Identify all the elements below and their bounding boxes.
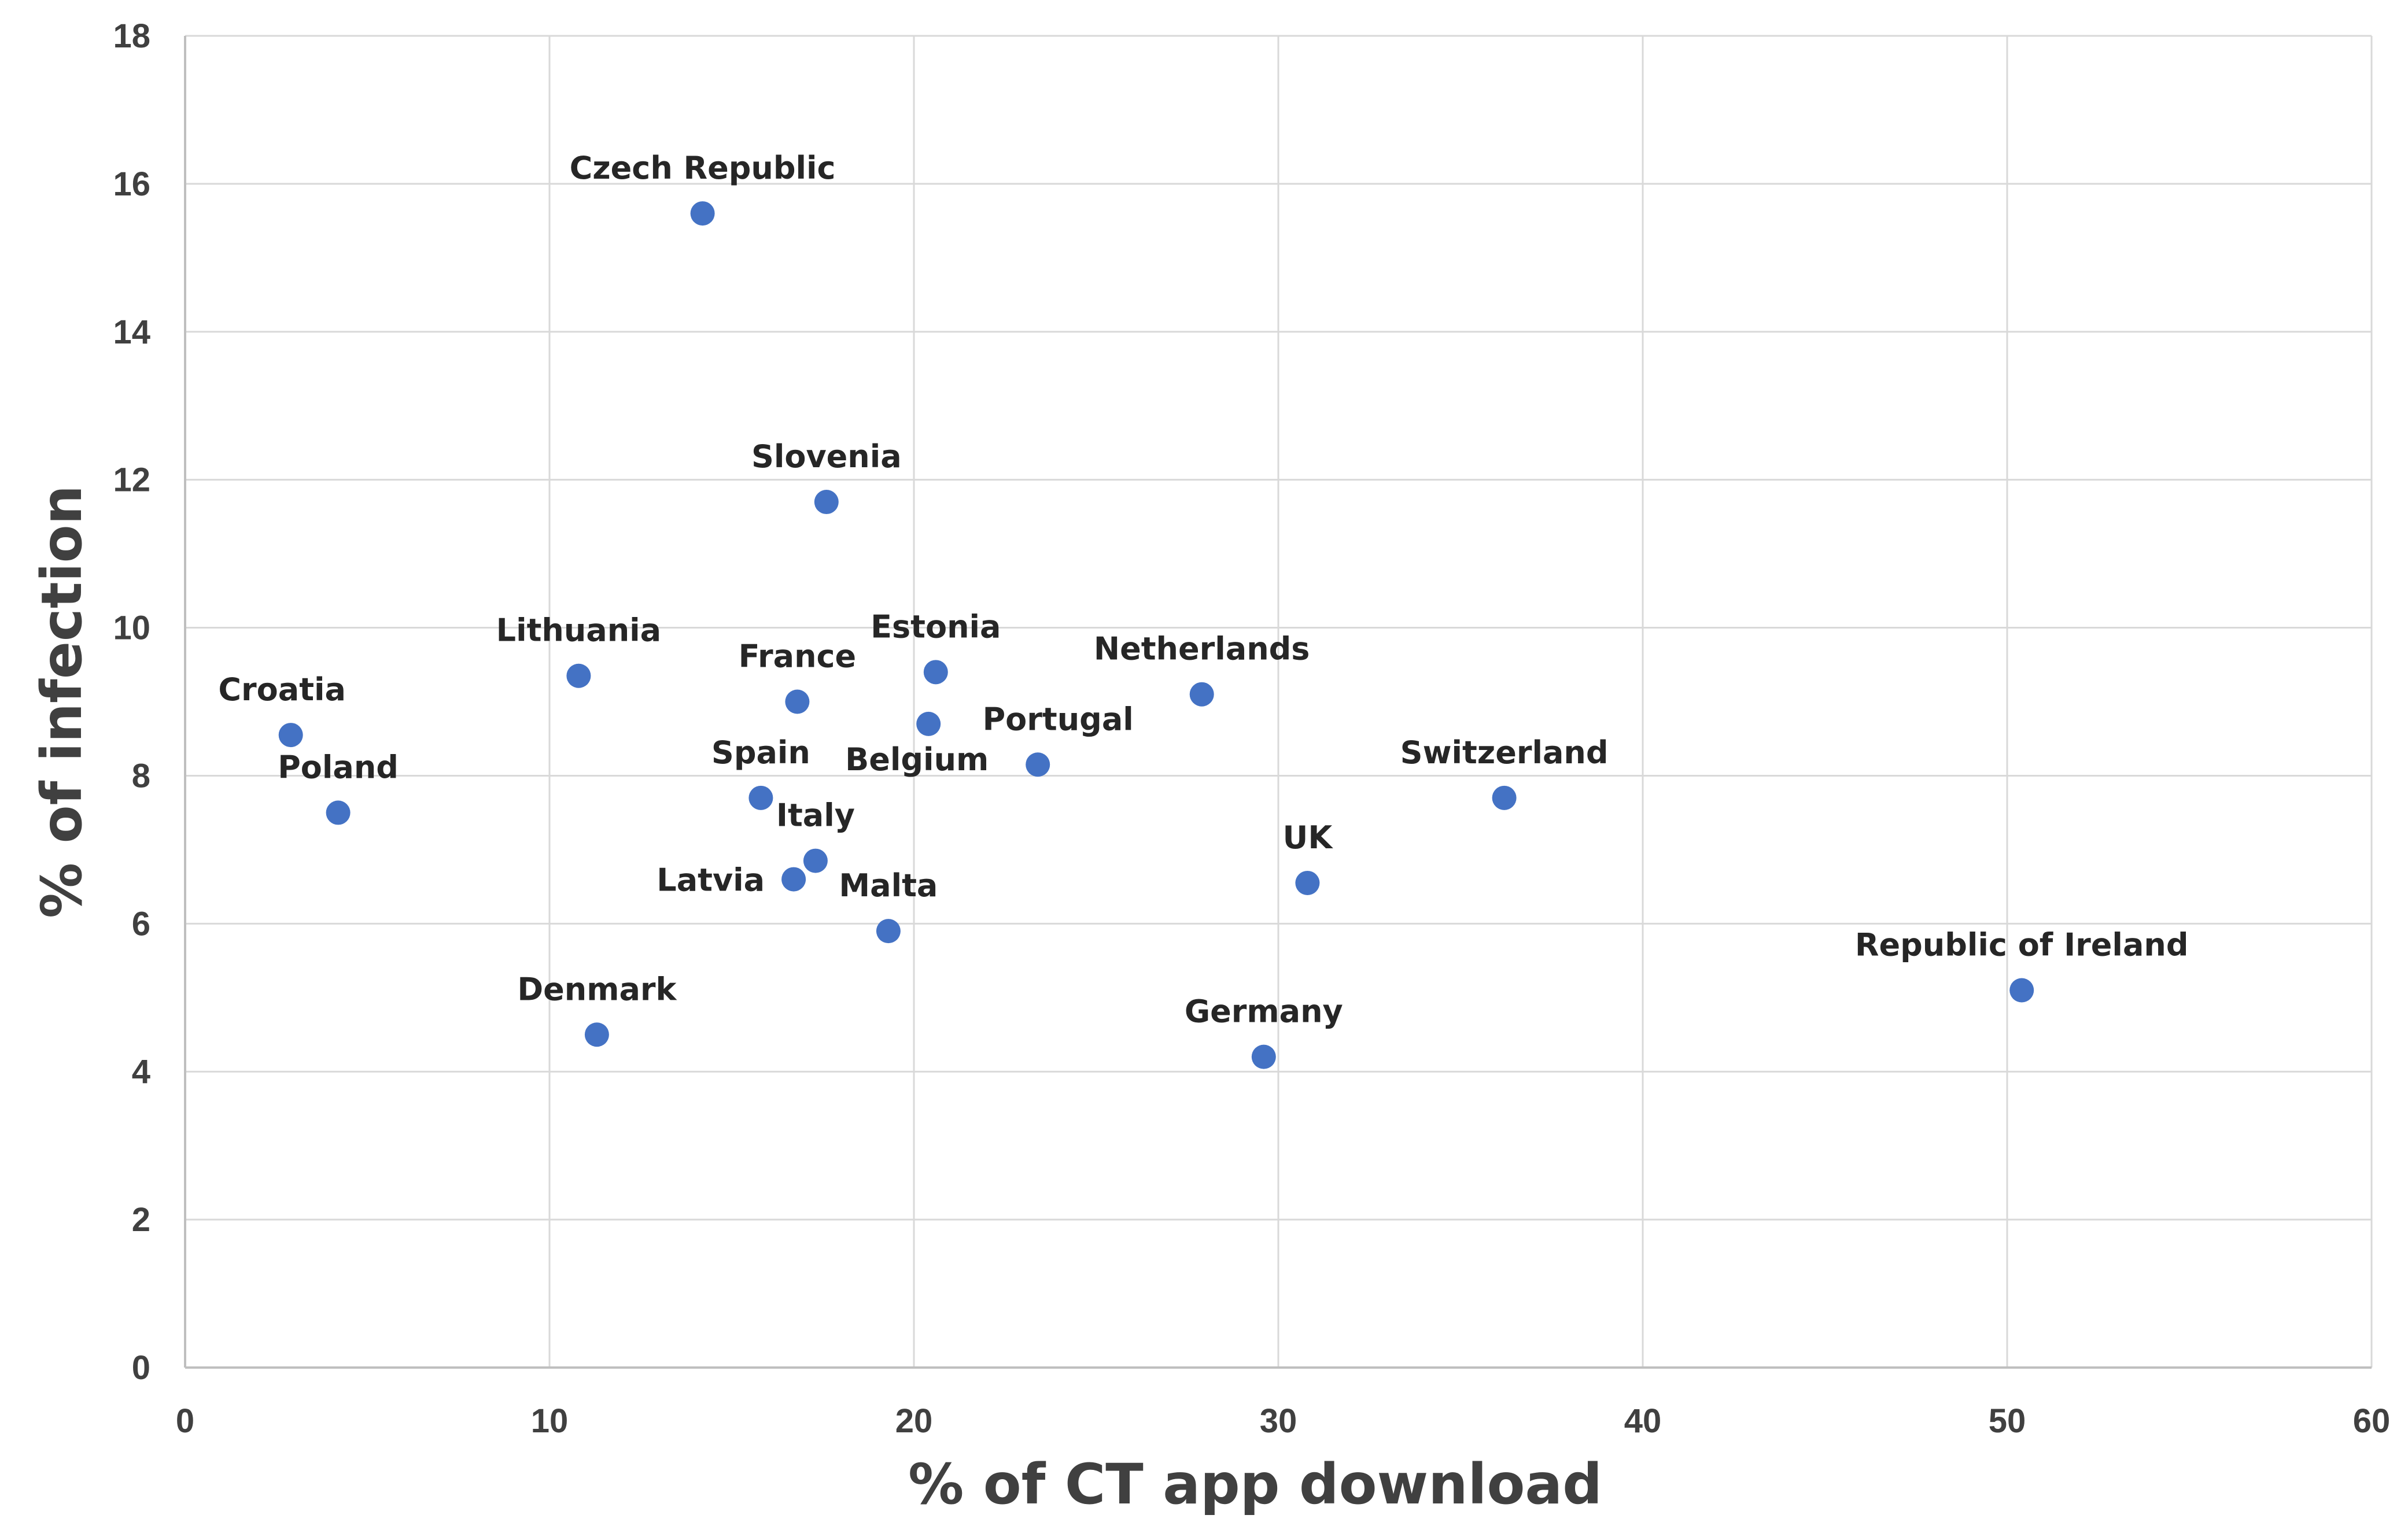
axes	[184, 36, 2372, 1369]
y-axis-title: % of infection	[29, 485, 94, 918]
data-point	[803, 848, 828, 873]
data-point	[1295, 870, 1320, 895]
y-tick-label: 2	[132, 1201, 150, 1239]
data-point	[1026, 752, 1050, 777]
point-label: Switzerland	[1400, 734, 1609, 771]
data-point	[923, 660, 948, 685]
data-point	[814, 490, 839, 515]
point-label: Netherlands	[1094, 631, 1310, 667]
point-label: Slovenia	[751, 438, 902, 475]
point-label: Spain	[711, 734, 810, 771]
data-point	[1492, 785, 1517, 810]
point-label: Poland	[278, 749, 399, 785]
data-point	[566, 663, 591, 688]
point-label: Portugal	[983, 701, 1134, 737]
y-tick-label: 16	[113, 165, 150, 203]
data-points	[278, 201, 2034, 1069]
point-label: Lithuania	[496, 612, 661, 649]
y-tick-label: 0	[132, 1349, 150, 1387]
y-tick-label: 18	[113, 17, 150, 55]
data-point	[1251, 1044, 1276, 1069]
data-point	[748, 785, 773, 810]
data-point	[326, 800, 351, 825]
x-tick-label: 60	[2353, 1402, 2391, 1440]
point-label: Germany	[1185, 993, 1343, 1030]
x-axis-title: % of CT app download	[908, 1452, 1602, 1517]
x-tick-label: 0	[176, 1402, 194, 1440]
point-label: Croatia	[218, 671, 346, 708]
point-label: UK	[1283, 819, 1334, 856]
x-tick-label: 20	[895, 1402, 933, 1440]
data-point	[690, 201, 715, 226]
y-tick-label: 10	[113, 609, 150, 647]
data-point	[916, 711, 941, 736]
point-label: Latvia	[657, 862, 765, 899]
data-point	[278, 723, 303, 748]
x-tick-label: 40	[1624, 1402, 1662, 1440]
x-tick-label: 30	[1260, 1402, 1297, 1440]
y-tick-label: 14	[113, 313, 150, 351]
point-label: Czech Republic	[570, 150, 836, 186]
data-point	[584, 1022, 609, 1047]
y-tick-label: 6	[132, 905, 150, 943]
x-tick-label: 50	[1989, 1402, 2026, 1440]
y-tick-label: 8	[132, 757, 150, 795]
y-tick-label: 12	[113, 461, 150, 499]
data-point	[876, 919, 901, 944]
point-label: Republic of Ireland	[1855, 926, 2189, 963]
data-point	[1189, 682, 1214, 707]
x-tick-label: 10	[531, 1402, 569, 1440]
point-label: France	[739, 638, 857, 675]
data-point	[2009, 978, 2034, 1003]
y-tick-label: 4	[132, 1053, 150, 1091]
data-point	[785, 689, 810, 714]
tick-labels: 0 2 4 6 8 10 12 14 16 18 0 10 20 30 40 50 60	[113, 17, 2390, 1440]
point-labels: Czech Republic Slovenia Lithuania Estonia Fr…	[218, 150, 2188, 1030]
point-label: Italy	[776, 797, 855, 834]
point-label: Estonia	[871, 608, 1001, 645]
point-label: Malta	[839, 867, 938, 904]
point-label: Belgium	[845, 741, 989, 778]
gridlines	[185, 35, 2373, 1368]
point-label: Denmark	[517, 971, 677, 1007]
data-point	[781, 867, 806, 892]
